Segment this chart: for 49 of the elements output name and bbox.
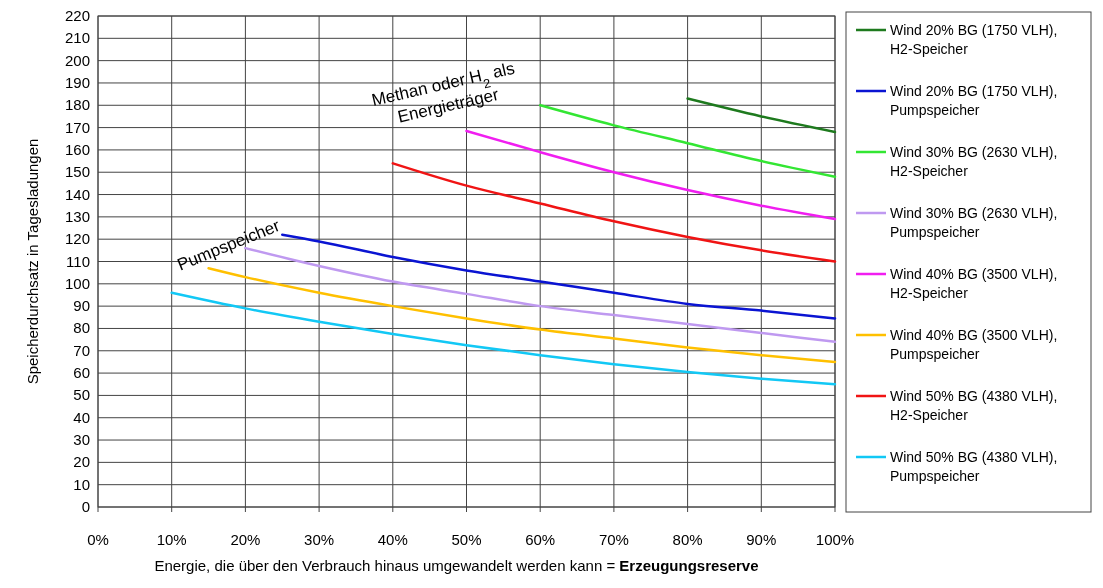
line-series xyxy=(170,291,837,386)
y-tick-label: 30 xyxy=(73,431,90,449)
y-tick-label: 100 xyxy=(64,274,90,292)
x-tick-label: 0% xyxy=(87,531,109,548)
x-tick-label: 10% xyxy=(156,531,187,548)
line-series xyxy=(281,233,837,320)
y-tick-label: 220 xyxy=(64,7,90,24)
legend-label: Wind 50% BG (4380 VLH), Pumpspeicher xyxy=(890,449,1058,484)
legend-label: Wind 50% BG (4380 VLH), H2-Speicher xyxy=(890,388,1058,423)
y-tick-label: 170 xyxy=(64,118,90,136)
x-tick-label: 90% xyxy=(746,531,777,548)
x-axis-title: Energie, die über den Verbrauch hinaus umgewandelt werden kann = Erzeugungsreserve xyxy=(154,557,759,574)
y-tick-label: 110 xyxy=(66,252,90,270)
y-tick-label: 40 xyxy=(73,408,90,426)
y-tick-label: 70 xyxy=(73,341,90,359)
x-tick-label: 60% xyxy=(525,531,556,548)
y-tick-label: 90 xyxy=(73,297,90,315)
x-tick-label: 40% xyxy=(377,531,408,548)
legend-label: Wind 30% BG (2630 VLH), Pumpspeicher xyxy=(890,205,1058,240)
legend-label: Wind 30% BG (2630 VLH), H2-Speicher xyxy=(890,144,1058,179)
x-tick-label: 20% xyxy=(230,531,261,548)
y-tick-label: 10 xyxy=(73,475,90,493)
y-tick-label: 140 xyxy=(64,185,90,203)
legend-label: Wind 20% BG (1750 VLH), Pumpspeicher xyxy=(890,83,1058,118)
y-tick-label: 190 xyxy=(64,73,90,91)
x-tick-label: 70% xyxy=(598,531,629,548)
x-tick-label: 80% xyxy=(672,531,703,548)
y-tick-label: 180 xyxy=(64,96,90,114)
x-tick-label: 100% xyxy=(815,531,855,548)
legend-label: Wind 40% BG (3500 VLH), H2-Speicher xyxy=(890,266,1058,301)
y-tick-label: 150 xyxy=(64,163,90,181)
y-tick-label: 20 xyxy=(73,453,90,471)
x-tick-label: 30% xyxy=(304,531,335,548)
y-tick-label: 200 xyxy=(64,51,90,69)
y-tick-label: 210 xyxy=(64,29,90,47)
legend-label: Wind 40% BG (3500 VLH), Pumpspeicher xyxy=(890,327,1058,362)
y-tick-label: 130 xyxy=(64,207,90,225)
y-tick-label: 160 xyxy=(64,140,90,158)
y-tick-label: 80 xyxy=(73,319,90,337)
y-tick-label: 0 xyxy=(81,498,90,515)
x-tick-label: 50% xyxy=(451,531,482,548)
line-series xyxy=(391,162,837,263)
line-series xyxy=(538,104,837,178)
line-series xyxy=(465,129,837,221)
y-tick-label: 50 xyxy=(73,386,90,404)
y-tick-label: 60 xyxy=(73,364,90,382)
y-axis-title: Speicherdurchsatz in Tagesladungen xyxy=(24,138,41,385)
y-tick-label: 120 xyxy=(64,230,90,248)
legend-label: Wind 20% BG (1750 VLH), H2-Speicher xyxy=(890,22,1058,57)
